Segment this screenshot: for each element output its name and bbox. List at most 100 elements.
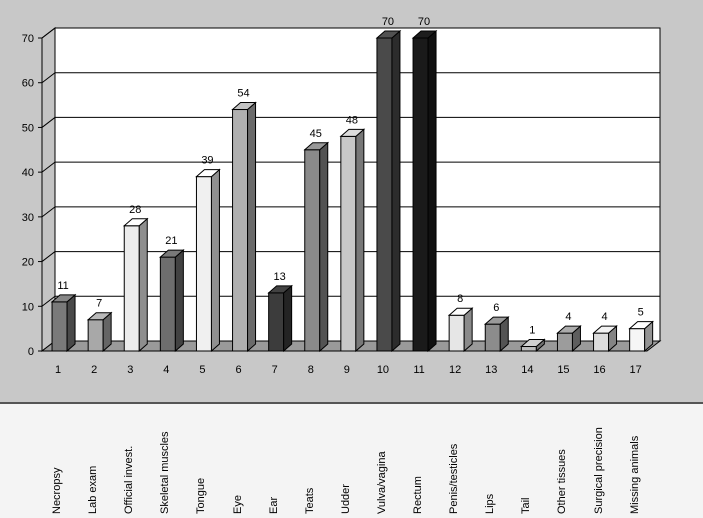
x-tick-label: 11	[413, 364, 424, 376]
bar-top	[592, 325, 618, 334]
category-name-label: Tongue	[195, 477, 208, 514]
bar-side	[355, 128, 365, 353]
category-name-label: Vulva/vagina	[375, 451, 388, 514]
data-label: 1	[529, 325, 535, 337]
bar	[304, 149, 321, 352]
bar-top	[231, 102, 257, 111]
data-label: 54	[237, 88, 249, 100]
data-label: 45	[310, 128, 322, 140]
data-label: 4	[601, 311, 607, 323]
category-name-label: Lips	[484, 493, 497, 514]
category-name-label: Lab exam	[87, 465, 100, 514]
bar	[520, 346, 537, 352]
bar-top	[447, 307, 474, 316]
x-tick-label: 6	[235, 364, 241, 376]
bar	[484, 323, 501, 352]
bar-top	[520, 339, 546, 348]
category-name-label: Udder	[339, 484, 352, 514]
bar	[556, 332, 573, 352]
category-name-label: Penis/testicles	[448, 443, 461, 514]
gridline-side	[41, 27, 56, 39]
y-tick-label: 60	[22, 78, 34, 90]
bar-top	[483, 316, 510, 325]
bar-top	[267, 285, 293, 294]
data-label: 48	[346, 114, 358, 126]
bar-top	[195, 169, 221, 178]
bar-top	[86, 312, 113, 321]
bar-side	[138, 217, 148, 353]
bar-side	[174, 248, 184, 353]
category-name-label: Eye	[231, 495, 244, 514]
bar-side	[391, 29, 401, 353]
bar	[232, 109, 249, 352]
category-name-label: Surgical precision	[592, 427, 605, 514]
bar-top	[411, 30, 438, 39]
category-name-label: Other tissues	[556, 449, 569, 514]
x-tick-label: 7	[272, 364, 278, 376]
bar-top	[556, 325, 582, 334]
bar	[340, 135, 357, 352]
gridline-side	[41, 251, 56, 262]
bar-side	[66, 293, 76, 353]
y-tick-label: 30	[22, 212, 34, 224]
data-label: 11	[57, 280, 68, 292]
x-tick-label: 13	[485, 364, 497, 376]
gridline-side	[41, 295, 56, 307]
bar-side	[319, 141, 329, 353]
category-name-label: Teats	[303, 487, 316, 514]
category-name-label: Necropsy	[51, 467, 64, 514]
x-tick-label: 9	[344, 364, 350, 376]
bar-top	[303, 142, 330, 151]
category-name-label: Rectum	[412, 476, 425, 514]
x-tick-label: 12	[449, 364, 461, 376]
bar-top	[628, 321, 654, 330]
bar	[593, 332, 610, 352]
y-tick-label: 10	[22, 301, 34, 313]
x-tick-label: 5	[199, 364, 205, 376]
data-label: 21	[165, 235, 177, 247]
y-tick-label: 70	[22, 33, 34, 45]
data-label: 39	[201, 155, 213, 167]
y-tick-label: 50	[22, 122, 34, 134]
x-tick-label: 1	[55, 364, 61, 376]
bar	[629, 328, 646, 352]
data-label: 5	[638, 307, 644, 319]
category-name-label: Missing animals	[628, 435, 641, 514]
y-tick-label: 0	[28, 346, 34, 358]
data-label: 4	[565, 311, 571, 323]
data-label: 70	[418, 16, 430, 28]
bar-side	[210, 168, 220, 353]
gridline-side	[41, 117, 56, 128]
data-label: 7	[96, 298, 102, 310]
gridline-side	[41, 72, 56, 84]
x-tick-label: 10	[377, 364, 389, 376]
bar-top	[159, 249, 185, 258]
category-name-label: Tail	[520, 497, 533, 514]
category-name-label: Ear	[267, 496, 280, 514]
bar-chart: 0102030405060701117228321439554613745848…	[22, 16, 662, 376]
x-tick-label: 14	[521, 364, 533, 376]
data-label: 28	[129, 204, 141, 216]
bar-side	[427, 29, 437, 353]
bar	[268, 292, 285, 352]
bar-top	[375, 30, 402, 39]
bar-top	[339, 128, 366, 137]
bar	[51, 301, 68, 352]
bar-top	[50, 294, 77, 303]
gridline-side	[41, 161, 56, 173]
gridline-side	[41, 206, 56, 218]
bar	[159, 256, 176, 352]
category-legend-panel: Necropsy Lab exam Official invest. Skeletal…	[0, 402, 703, 518]
category-name-label: Official invest.	[123, 445, 136, 514]
bar-side	[247, 101, 257, 353]
bar-side	[283, 284, 293, 353]
data-label: 70	[382, 16, 394, 28]
y-tick-label: 40	[22, 167, 34, 179]
category-name-label: Skeletal muscles	[159, 431, 172, 514]
bar-top	[122, 218, 149, 227]
bar	[448, 314, 465, 352]
bar	[376, 37, 393, 352]
bar	[123, 225, 140, 352]
data-label: 6	[493, 302, 499, 314]
